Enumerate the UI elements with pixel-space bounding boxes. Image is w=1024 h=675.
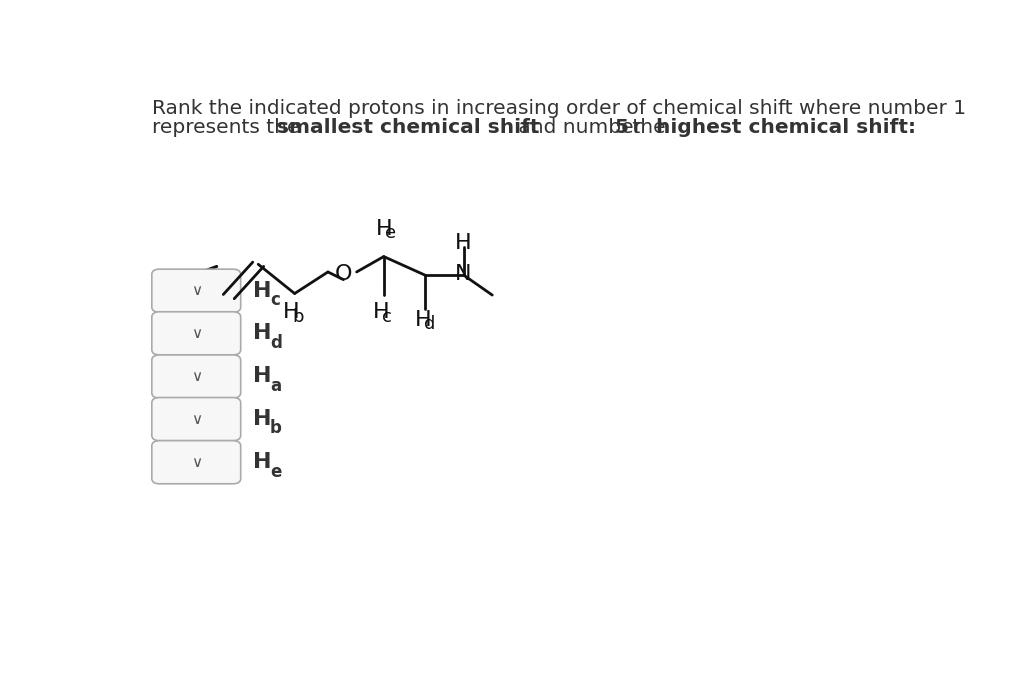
Text: b: b xyxy=(292,308,304,325)
Text: Rank the indicated protons in increasing order of chemical shift where number 1: Rank the indicated protons in increasing… xyxy=(152,99,966,118)
Text: a: a xyxy=(270,377,282,395)
Text: represents the: represents the xyxy=(152,118,306,138)
Text: H: H xyxy=(253,409,271,429)
FancyBboxPatch shape xyxy=(152,269,241,313)
Text: H: H xyxy=(456,233,472,252)
FancyBboxPatch shape xyxy=(152,441,241,484)
Text: H: H xyxy=(180,290,198,310)
Text: ∨: ∨ xyxy=(190,412,202,427)
Text: H: H xyxy=(373,302,389,322)
Text: smallest chemical shift: smallest chemical shift xyxy=(278,118,540,138)
Text: H: H xyxy=(415,310,431,329)
FancyBboxPatch shape xyxy=(152,355,241,398)
Text: 5: 5 xyxy=(614,118,629,138)
Text: e: e xyxy=(270,462,282,481)
Text: H: H xyxy=(253,281,271,301)
Text: ∨: ∨ xyxy=(190,369,202,384)
Text: c: c xyxy=(382,308,392,325)
Text: H: H xyxy=(376,219,392,239)
Text: O: O xyxy=(335,263,352,284)
Text: the: the xyxy=(626,118,672,138)
Text: d: d xyxy=(270,333,282,352)
Text: and number: and number xyxy=(512,118,648,138)
Text: d: d xyxy=(424,315,435,333)
Text: highest chemical shift:: highest chemical shift: xyxy=(655,118,915,138)
Text: N: N xyxy=(456,263,472,284)
Text: H: H xyxy=(253,452,271,472)
Text: c: c xyxy=(270,291,280,309)
Text: H: H xyxy=(253,367,271,387)
Text: b: b xyxy=(270,419,282,437)
FancyBboxPatch shape xyxy=(152,312,241,355)
Text: ∨: ∨ xyxy=(190,284,202,298)
FancyBboxPatch shape xyxy=(152,398,241,441)
Text: ∨: ∨ xyxy=(190,455,202,470)
Text: H: H xyxy=(253,323,271,344)
Text: ∨: ∨ xyxy=(190,326,202,341)
Text: H: H xyxy=(283,302,300,322)
Text: e: e xyxy=(385,225,396,242)
Text: a: a xyxy=(190,296,201,314)
